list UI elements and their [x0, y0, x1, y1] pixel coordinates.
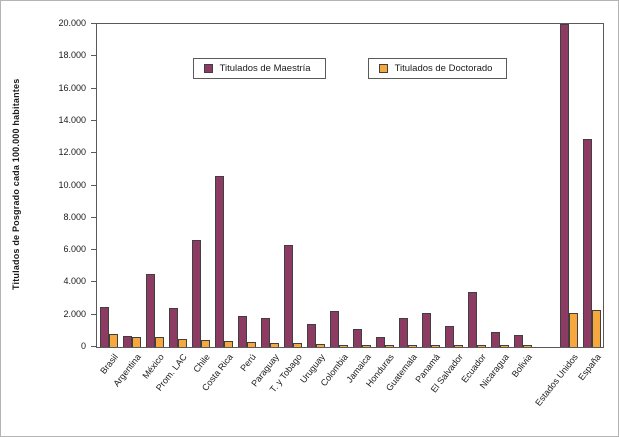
bar-maestria-espana — [583, 139, 592, 347]
bar-maestria-t-y-tobago — [284, 245, 293, 347]
bar-doctorado-mexico — [155, 337, 164, 347]
bar-maestria-honduras — [376, 337, 385, 347]
y-tick-label: 4.000 — [63, 276, 86, 287]
bar-doctorado-honduras — [385, 345, 394, 347]
legend-swatch-doctorado-icon — [378, 64, 388, 73]
bar-maestria-jamaica — [353, 329, 362, 347]
y-tick-label: 14.000 — [58, 114, 86, 125]
bar-doctorado-paraguay — [270, 343, 279, 347]
y-axis-ticks: 0 2.000 4.000 6.000 8.000 10.000 12.000 14.000 1… — [1, 18, 96, 351]
bar-doctorado-brasil — [109, 334, 118, 347]
bar-doctorado-jamaica — [362, 345, 371, 347]
legend-item-doctorado: Titulados de Doctorado — [367, 58, 508, 79]
bar-doctorado-nicaragua — [500, 345, 509, 347]
bar-maestria-brasil — [100, 307, 109, 347]
y-tick-mark — [91, 313, 96, 315]
x-axis-label-peru: Perú — [238, 352, 258, 374]
bar-doctorado-panama — [431, 345, 440, 347]
y-tick-mark — [91, 281, 96, 283]
x-axis-label-chile: Chile — [191, 352, 212, 375]
bar-maestria-nicaragua — [491, 332, 500, 347]
bar-doctorado-chile — [201, 340, 210, 347]
x-axis-labels: Brasil Argentina México Prom. LAC Chile Costa… — [96, 347, 603, 435]
bar-maestria-mexico — [146, 274, 155, 347]
bar-maestria-guatemala — [399, 318, 408, 347]
y-tick-label: 0 — [80, 341, 86, 351]
y-tick-label: 2.000 — [63, 308, 86, 319]
y-tick-mark — [91, 152, 96, 154]
bar-maestria-prom-lac — [169, 308, 178, 347]
x-axis-label-brasil: Brasil — [98, 352, 120, 376]
bar-maestria-bolivia — [514, 335, 523, 347]
y-tick-label: 12.000 — [58, 147, 86, 158]
y-tick-mark — [91, 346, 96, 347]
bar-maestria-estados-unidos — [560, 24, 569, 347]
y-tick-mark — [91, 216, 96, 218]
bar-doctorado-el-salvador — [454, 345, 463, 347]
bar-maestria-paraguay — [261, 318, 270, 347]
bar-maestria-argentina — [123, 336, 132, 347]
bar-doctorado-peru — [247, 342, 256, 347]
bar-doctorado-bolivia — [523, 345, 532, 347]
bar-doctorado-t-y-tobago — [293, 343, 302, 347]
bar-doctorado-uruguay — [316, 344, 325, 347]
bar-maestria-uruguay — [307, 324, 316, 347]
y-tick-label: 20.000 — [58, 18, 86, 28]
bar-doctorado-guatemala — [408, 345, 417, 347]
bar-maestria-costa-rica — [215, 176, 224, 347]
y-tick-mark — [91, 119, 96, 121]
bar-maestria-panama — [422, 313, 431, 347]
x-axis-label-estados-unidos: Estados Unidos — [533, 352, 580, 408]
x-axis-label-espana: España — [576, 352, 603, 383]
y-tick-label: 18.000 — [58, 50, 86, 61]
legend: Titulados de Maestría Titulados de Docto… — [97, 58, 603, 79]
bar-maestria-colombia — [330, 311, 339, 347]
bar-maestria-chile — [192, 240, 201, 347]
y-tick-mark — [91, 55, 96, 57]
bar-maestria-ecuador — [468, 292, 477, 347]
bar-doctorado-argentina — [132, 337, 141, 347]
y-tick-mark — [91, 184, 96, 186]
bar-doctorado-estados-unidos — [569, 313, 578, 347]
bar-doctorado-colombia — [339, 345, 348, 347]
bar-doctorado-ecuador — [477, 345, 486, 347]
legend-label-maestria: Titulados de Maestría — [219, 63, 311, 74]
legend-label-doctorado: Titulados de Doctorado — [394, 63, 493, 74]
legend-swatch-maestria-icon — [203, 64, 213, 73]
plot-area: Titulados de Maestría Titulados de Docto… — [96, 23, 604, 348]
bar-doctorado-prom-lac — [178, 339, 187, 347]
bar-maestria-el-salvador — [445, 326, 454, 347]
legend-item-maestria: Titulados de Maestría — [192, 58, 326, 79]
bar-maestria-peru — [238, 316, 247, 347]
y-tick-mark — [91, 23, 96, 24]
y-tick-mark — [91, 249, 96, 251]
y-tick-label: 10.000 — [58, 179, 86, 190]
y-tick-label: 8.000 — [63, 211, 86, 222]
bar-doctorado-espana — [592, 310, 601, 347]
y-tick-label: 16.000 — [58, 82, 86, 93]
y-tick-label: 6.000 — [63, 244, 86, 255]
bar-doctorado-costa-rica — [224, 341, 233, 347]
x-axis-label-bolivia: Bolivia — [509, 352, 534, 380]
y-tick-mark — [91, 87, 96, 89]
